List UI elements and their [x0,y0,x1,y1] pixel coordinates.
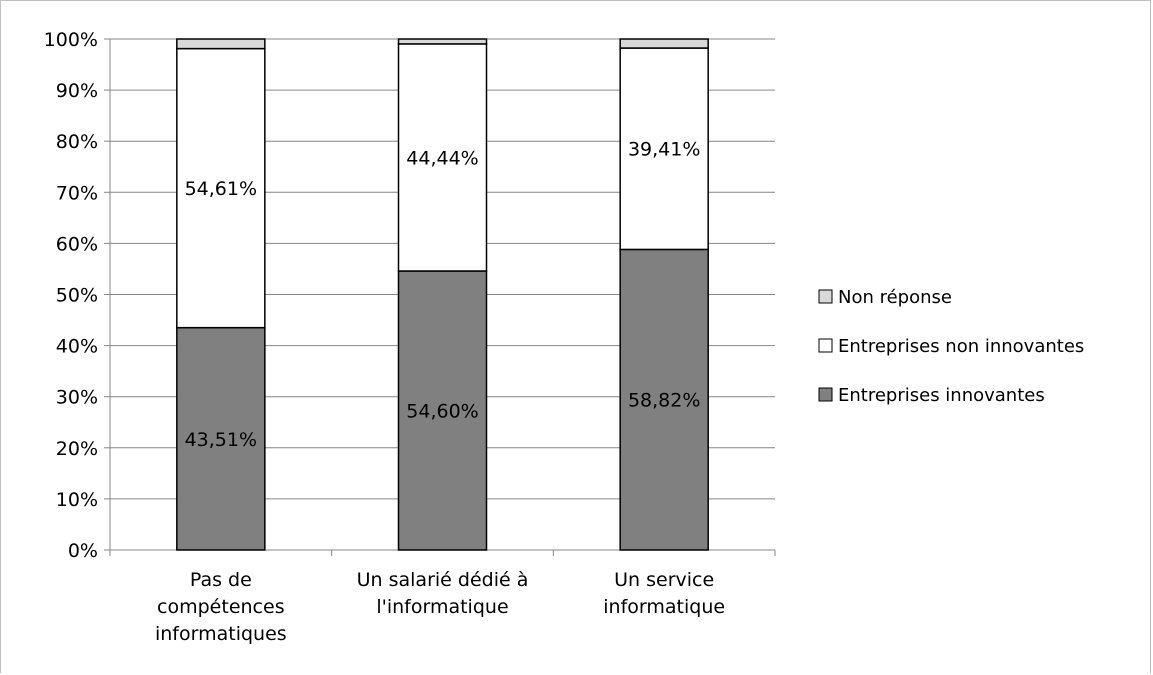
y-tick-label: 100% [44,29,98,51]
data-label: 39,41% [628,139,700,161]
legend-swatch [818,289,833,304]
bar-segment [619,248,709,551]
y-tick-label: 0% [68,540,98,562]
y-tick-label: 70% [56,182,98,204]
y-tick-label: 20% [56,438,98,460]
data-label: 58,82% [628,390,700,412]
legend-label: Entreprises innovantes [838,385,1045,406]
y-tick-label: 90% [56,80,98,102]
bar-segment [619,38,709,49]
bar-segment [176,326,266,551]
category-label: Pas de [190,569,252,591]
bar-segment [397,270,488,551]
y-tick-label: 30% [56,387,98,409]
category-label: compétences [157,596,285,618]
legend-label: Non réponse [838,287,952,308]
bar-segment [176,38,266,50]
category-label: informatiques [155,623,287,645]
bar-segment [619,47,709,251]
legend-label: Entreprises non innovantes [838,336,1084,357]
data-label: 44,44% [406,147,478,169]
data-label: 43,51% [185,429,257,451]
bar-segment [397,38,488,45]
category-label: Un service [614,569,714,591]
bar-segment [176,47,266,329]
legend-swatch [818,338,833,353]
legend-swatch [818,387,833,402]
category-label: Un salarié dédié à [357,569,529,591]
y-tick-label: 80% [56,131,98,153]
y-tick-label: 10% [56,489,98,511]
category-label: informatique [603,596,725,618]
category-label: l'informatique [376,596,508,618]
y-tick-label: 60% [56,233,98,255]
data-label: 54,60% [406,400,478,422]
y-tick-label: 50% [56,285,98,307]
data-label: 54,61% [185,178,257,200]
y-tick-label: 40% [56,336,98,358]
